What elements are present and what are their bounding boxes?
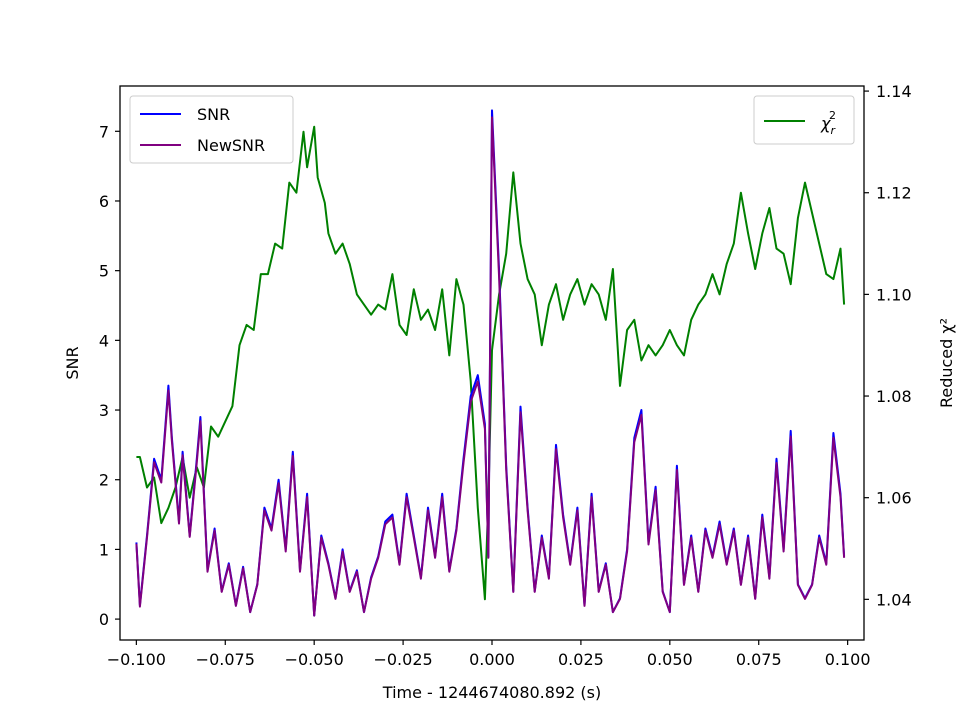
series-layer [135,109,846,617]
legend-label-snr: SNR [197,105,230,124]
y-right-tick-label: 1.06 [876,489,912,508]
y-left-tick-label: 7 [99,122,109,141]
x-tick-label: 0.000 [469,650,515,669]
series-line--r [136,125,846,601]
x-tick-label: −0.075 [196,650,255,669]
y-right-tick-label: 1.12 [876,184,912,203]
y-left-tick-label: 2 [99,471,109,490]
legend-chi-sub: r [830,124,836,137]
x-tick-label: −0.100 [107,650,166,669]
y-right-tick-label: 1.04 [876,590,912,609]
y-right-tick-label: 1.10 [876,285,912,304]
legend-right: χr 2 [753,95,855,145]
y-axis-left: 0 1 2 3 4 5 6 7 [99,122,120,629]
legend-left: SNR NewSNR [129,95,294,164]
x-tick-label: 0.075 [736,650,782,669]
x-tick-label: 0.050 [647,650,693,669]
legend-chi-symbol: χ [820,114,831,133]
y-right-tick-label: 1.14 [876,82,912,101]
x-tick-label: −0.025 [373,650,432,669]
legend-left-box [129,95,294,164]
legend-label-chi2: χr 2 [820,109,836,137]
x-tick-label: −0.050 [285,650,344,669]
legend-chi-sup: 2 [829,109,836,122]
x-tick-label: 0.025 [558,650,604,669]
y-left-tick-label: 1 [99,540,109,559]
y-left-tick-label: 3 [99,401,109,420]
y-right-tick-label: 1.08 [876,387,912,406]
y-left-tick-label: 6 [99,192,109,211]
series-line-newsnr [135,116,846,617]
legend-label-newsnr: NewSNR [197,136,265,155]
y-axis-right: 1.04 1.06 1.08 1.10 1.12 1.14 [864,82,912,609]
y-left-tick-label: 0 [99,610,109,629]
y-left-tick-label: 5 [99,262,109,281]
y-axis-right-label: Reduced χ² [937,318,956,408]
x-tick-label: 0.100 [825,650,871,669]
x-axis-label: Time - 1244674080.892 (s) [382,683,601,702]
x-axis: −0.100 −0.075 −0.050 −0.025 0.000 0.025 0.050 0… [107,640,871,669]
y-left-tick-label: 4 [99,331,109,350]
y-axis-left-label: SNR [63,346,82,379]
